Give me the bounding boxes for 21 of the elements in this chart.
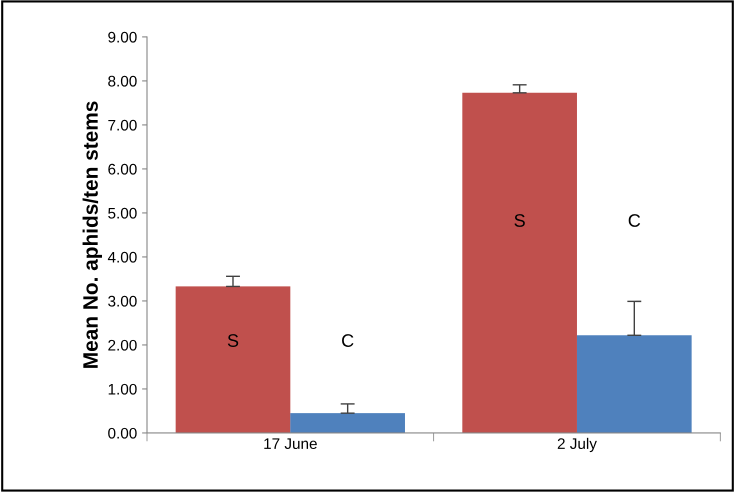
bar — [576, 335, 692, 433]
y-tick-label: 6.00 — [108, 164, 137, 175]
y-tick-label: 0.00 — [108, 428, 137, 439]
text: C — [628, 214, 640, 227]
y-axis-title: Mean No. aphids/ten stems — [82, 101, 102, 368]
bar — [462, 92, 577, 433]
y-tick-label: 1.00 — [108, 384, 137, 395]
text: C — [342, 334, 354, 347]
y-tick-label: 2.00 — [108, 340, 137, 351]
bar — [290, 413, 405, 433]
y-tick-label: 7.00 — [108, 120, 137, 131]
y-tick-label: 8.00 — [108, 76, 137, 87]
x-tick-label: 2 July — [558, 438, 597, 452]
y-tick-label: 3.00 — [108, 296, 137, 307]
bar — [176, 286, 290, 433]
text: S — [514, 214, 525, 227]
y-tick-label: 9.00 — [108, 32, 137, 43]
x-tick-label: 17 June — [264, 438, 317, 450]
y-tick-label: 4.00 — [108, 252, 137, 263]
series-label: S — [228, 334, 238, 347]
y-tick-label: 5.00 — [108, 208, 137, 219]
